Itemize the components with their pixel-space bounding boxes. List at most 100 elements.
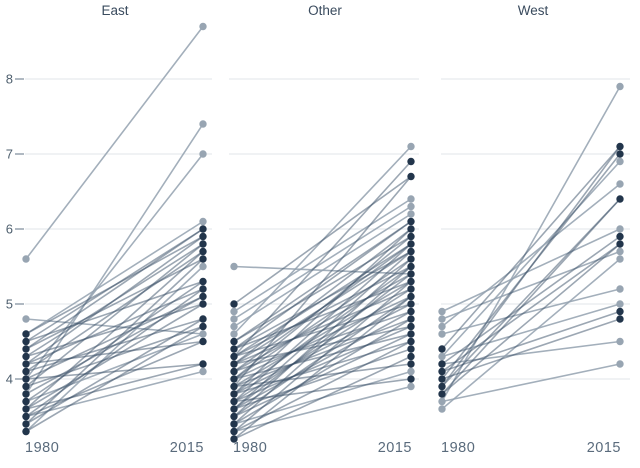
- data-point: [199, 225, 207, 233]
- data-point: [230, 315, 238, 323]
- data-point: [407, 270, 415, 278]
- data-point: [438, 322, 446, 331]
- data-point: [407, 262, 415, 271]
- data-point: [22, 330, 30, 338]
- data-point: [407, 300, 415, 308]
- slope-line: [441, 85, 621, 403]
- facet-other: 1980 2015: [229, 78, 419, 456]
- slope-line: [233, 205, 412, 320]
- data-point: [407, 232, 415, 241]
- slope-line: [233, 340, 412, 395]
- data-point: [199, 300, 207, 308]
- y-tick-label: 8: [6, 72, 13, 87]
- data-point: [22, 382, 30, 391]
- data-point: [199, 330, 207, 338]
- data-point: [22, 352, 30, 361]
- data-point: [230, 300, 238, 308]
- data-point: [616, 232, 624, 241]
- slope-line: [25, 25, 204, 260]
- data-point: [616, 82, 624, 91]
- slope-line: [25, 220, 204, 335]
- data-point: [22, 427, 30, 436]
- data-point: [22, 412, 30, 421]
- data-point: [199, 247, 207, 256]
- slope-line: [441, 318, 621, 380]
- data-point: [230, 322, 238, 331]
- data-point: [407, 352, 415, 361]
- slope-line: [233, 220, 412, 343]
- slope-line: [233, 220, 412, 350]
- data-point: [407, 217, 415, 226]
- data-point: [230, 420, 238, 428]
- data-point: [407, 382, 415, 391]
- data-point: [407, 367, 415, 376]
- data-point: [407, 360, 415, 368]
- slope-line: [233, 280, 412, 388]
- data-point: [616, 285, 624, 293]
- slope-line: [233, 280, 412, 350]
- slope-line: [233, 333, 412, 380]
- slope-line: [25, 153, 204, 380]
- data-point: [22, 367, 30, 376]
- facet-east: 4 5 6 7 8 1980 2015: [6, 22, 212, 456]
- data-point: [199, 292, 207, 301]
- slope-line: [441, 250, 621, 320]
- slope-line: [25, 363, 204, 380]
- slope-line: [25, 340, 204, 365]
- slope-line: [441, 160, 621, 358]
- slope-line: [233, 348, 412, 410]
- data-point: [199, 232, 207, 241]
- slope-line: [233, 198, 412, 313]
- data-point: [616, 247, 624, 256]
- x-axis-label-2015: 2015: [378, 440, 412, 456]
- data-point: [230, 330, 238, 338]
- x-axis-label-2015: 2015: [170, 440, 204, 456]
- data-point: [407, 247, 415, 256]
- data-point: [230, 337, 238, 346]
- data-point: [230, 427, 238, 436]
- y-tick-label: 6: [6, 222, 13, 237]
- data-point: [199, 367, 207, 376]
- data-point: [22, 360, 30, 368]
- data-point: [616, 157, 624, 166]
- slope-line: [25, 123, 204, 395]
- slope-line: [25, 280, 204, 343]
- data-point: [230, 367, 238, 376]
- slope-line: [441, 198, 621, 388]
- slope-line: [441, 153, 621, 380]
- data-point: [230, 262, 238, 271]
- data-point: [199, 285, 207, 293]
- slope-line: [233, 273, 412, 373]
- data-point: [230, 352, 238, 361]
- data-point: [230, 382, 238, 391]
- data-point: [230, 435, 238, 443]
- x-axis-label-1980: 1980: [233, 440, 267, 456]
- data-point: [199, 217, 207, 226]
- data-point: [407, 315, 415, 323]
- data-point: [438, 307, 446, 316]
- slope-line: [25, 228, 204, 350]
- data-point: [22, 255, 30, 263]
- data-point: [199, 262, 207, 271]
- slope-line: [25, 340, 204, 418]
- data-point: [438, 382, 446, 391]
- slope-line: [25, 370, 204, 418]
- data-point: [230, 390, 238, 398]
- slope-line: [25, 318, 204, 373]
- data-point: [22, 375, 30, 383]
- x-axis-label-2015: 2015: [587, 440, 621, 456]
- slope-line: [233, 213, 412, 328]
- data-point: [199, 337, 207, 346]
- data-point: [438, 330, 446, 338]
- data-point: [616, 307, 624, 316]
- facet-west: 1980 2015: [438, 78, 630, 456]
- data-point: [199, 120, 207, 128]
- data-point: [199, 322, 207, 331]
- data-point: [616, 300, 624, 308]
- data-point: [199, 240, 207, 248]
- x-axis-label-1980: 1980: [441, 440, 475, 456]
- slope-line: [233, 250, 412, 350]
- slope-line: [233, 363, 412, 388]
- data-point: [616, 315, 624, 323]
- data-point: [407, 307, 415, 316]
